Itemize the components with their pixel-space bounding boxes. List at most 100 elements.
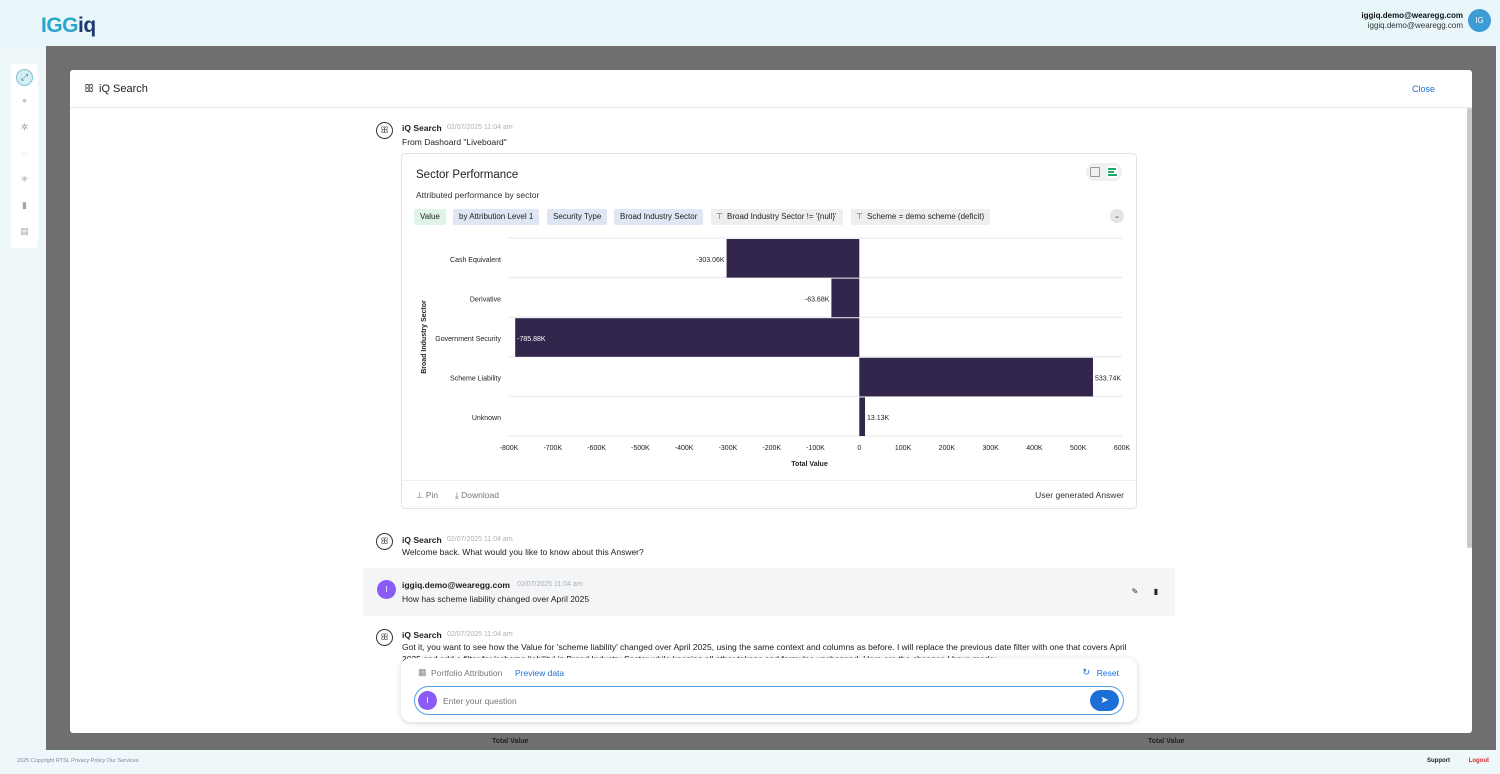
message-sender: iQ Search [402,630,442,640]
network-icon[interactable]: ✳ [20,174,29,184]
bot-avatar-icon: ꕥ [376,533,393,550]
message-timestamp: 02/07/2025 11:04 am [517,581,583,588]
chevron-down-icon[interactable]: ⌄ [1110,209,1124,223]
message-text: Welcome back. What would you like to kno… [402,547,644,557]
data-label: -303.06K [696,257,725,264]
target-icon[interactable]: ⌖ [21,96,28,106]
user-message: I iggiq.demo@wearegg.com 02/07/2025 11:0… [363,568,1175,616]
message-sender: iggiq.demo@wearegg.com [402,580,510,590]
x-tick-label: 0 [857,445,861,452]
bar [831,278,860,318]
card-subtitle: Attributed performance by sector [416,190,540,200]
x-tick-label: -400K [675,445,694,452]
token-filter-scheme[interactable]: ⊤ Scheme = demo scheme (deficit) [851,209,991,225]
behind-column-header: Total Value [1148,738,1185,745]
top-bar: IGGiq iggiq.demo@wearegg.com iggiq.demo@… [0,0,1500,46]
token-sector[interactable]: Broad Industry Sector [614,209,704,225]
bar [726,239,860,278]
bar [859,397,866,436]
user-message-avatar: I [377,580,396,599]
download-icon: ⤓ [455,490,462,500]
table-icon: ▦ [418,667,427,677]
user-email: iggiq.demo@wearegg.com [1367,21,1463,30]
close-button[interactable]: Close [1411,84,1435,94]
token-value[interactable]: Value [414,209,446,225]
reset-icon[interactable]: ↻ [1082,667,1090,677]
delete-icon[interactable]: ▮ [1153,586,1159,596]
support-link[interactable]: Support [1427,758,1450,764]
settings-icon[interactable]: ✲ [20,122,29,132]
x-tick-label: -800K [500,445,519,452]
brain-icon: ꕥ [84,83,95,95]
bar [515,318,860,357]
answer-card: Sector Performance Attributed performanc… [401,153,1137,509]
token-filter-scheme-label: Scheme = demo scheme (deficit) [867,212,985,221]
left-rail: ⤢ ⌖ ✲ ◌ ✳ ▮ ▤ [11,64,38,248]
x-tick-label: 200K [939,445,956,452]
pin-label: Pin [425,490,439,500]
token-attribution[interactable]: by Attribution Level 1 [453,209,540,225]
data-label: 533.74K [1095,376,1121,383]
pin-icon: ⊥ [416,490,426,500]
modal-header: ꕥ iQ Search Close [70,70,1472,108]
bar-chart: -303.06K Cash Equivalent -63.68K Derivative… [421,237,1130,468]
message-sender: iQ Search [402,535,442,545]
collapse-icon[interactable]: ⤢ [16,69,33,86]
user-avatar[interactable]: IG [1468,9,1491,32]
category-label: Cash Equivalent [450,257,501,264]
view-toggle[interactable] [1086,163,1122,181]
data-label: -63.68K [805,296,830,303]
message-text: How has scheme liability changed over Ap… [402,594,590,604]
download-button[interactable]: ⤓ Download [455,490,499,501]
loading-icon[interactable]: ◌ [21,148,28,159]
x-tick-label: 300K [982,445,999,452]
modal-title: iQ Search [99,83,148,95]
user-name: iggiq.demo@wearegg.com [1361,11,1463,20]
message-timestamp: 02/07/2025 11:04 am [447,631,513,638]
report-icon[interactable]: ▤ [20,226,29,236]
x-tick-label: 600K [1114,445,1130,452]
data-label: 13.13K [867,415,890,422]
user-info[interactable]: iggiq.demo@wearegg.com iggiq.demo@weareg… [1361,11,1463,30]
x-axis-label: Total Value [791,461,828,468]
question-input[interactable] [443,692,1063,709]
category-label: Derivative [470,296,501,303]
card-title: Sector Performance [416,169,519,181]
table-view-icon[interactable] [1090,167,1100,177]
x-tick-label: -100K [806,445,825,452]
chart-view-icon[interactable] [1107,166,1118,178]
book-icon[interactable]: ▮ [22,200,27,210]
message-text: Got it, you want to see how the Value fo… [402,642,1127,661]
category-label: Government Security [435,336,501,343]
edit-icon[interactable]: ✎ [1131,586,1139,596]
copyright-text[interactable]: 2025 Copyright RTSL Privacy Policy Our S… [17,758,139,764]
page-footer: 2025 Copyright RTSL Privacy Policy Our S… [0,750,1500,774]
send-icon: ➤ [1100,695,1109,706]
y-axis-label: Broad Industry Sector [421,300,428,374]
bot-avatar-icon: ꕥ [376,629,393,646]
pin-button[interactable]: ⊥ Pin [416,490,438,501]
message-timestamp: 02/07/2025 11:04 am [447,124,513,131]
filter-icon: ⊤ [856,212,863,221]
x-tick-label: 500K [1070,445,1087,452]
data-label: -785.88K [517,336,546,343]
message-sender: iQ Search [402,123,442,133]
reset-button[interactable]: Reset [1096,668,1119,678]
bot-avatar-icon: ꕥ [376,122,393,139]
token-security-type[interactable]: Security Type [547,209,608,225]
token-filter-sector[interactable]: ⊤ Broad Industry Sector != '{null}' [711,209,843,225]
message-text: From Dashoard "Liveboard" [402,137,507,147]
behind-column-header: Total Value [492,738,529,745]
x-tick-label: -300K [719,445,738,452]
preview-data-link[interactable]: Preview data [515,668,565,678]
logo-text-part2: iq [78,14,96,37]
bar [859,357,1093,397]
logout-link[interactable]: Logout [1468,758,1489,764]
x-tick-label: 400K [1026,445,1043,452]
scrollbar[interactable] [1467,108,1472,548]
x-tick-label: 100K [895,445,912,452]
x-tick-label: -200K [762,445,781,452]
send-button[interactable]: ➤ [1090,690,1119,711]
data-source-label: Portfolio Attribution [431,668,503,678]
app-logo[interactable]: IGGiq [41,14,96,38]
